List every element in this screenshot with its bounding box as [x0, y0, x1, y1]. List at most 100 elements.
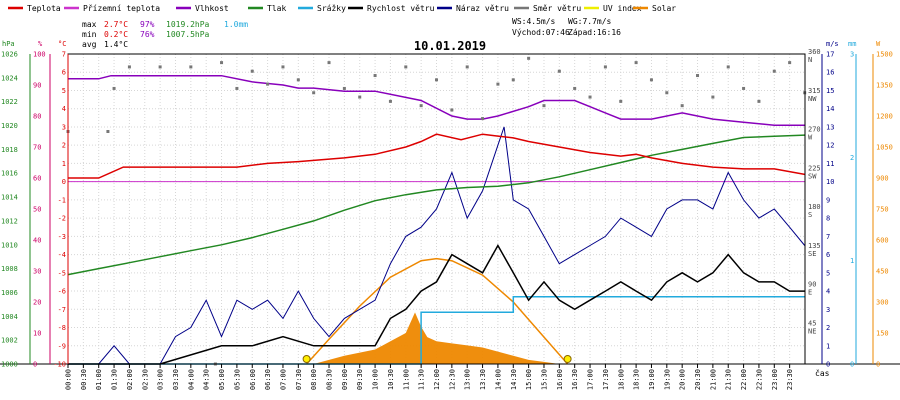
x-tick-label: 04:30: [203, 369, 211, 390]
wind-direction-point: [665, 91, 669, 95]
wind-axis-tick: 8: [826, 215, 830, 223]
pressure-axis-tick: 1024: [1, 74, 18, 82]
stat-min-temp: 0.2°C: [104, 30, 128, 39]
wind-sunset: Západ:16:16: [568, 28, 621, 37]
wind-direction-point: [788, 61, 792, 65]
rain-axis-tick: 3: [850, 51, 854, 59]
wind-axis-tick: 13: [826, 123, 834, 131]
wind-direction-point: [557, 69, 561, 73]
direction-tick-degrees: 45: [808, 319, 816, 327]
wind-axis-tick: 0: [826, 361, 830, 369]
x-tick-label: 14:30: [510, 369, 518, 390]
humidity-line: [68, 74, 805, 127]
wind-direction-point: [189, 65, 193, 69]
stat-avg-label: avg: [82, 40, 97, 49]
wind-direction-point: [342, 86, 346, 90]
wind-direction-point: [511, 78, 515, 82]
rain-axis-tick: 0: [850, 361, 854, 369]
stat-max-rain: 1.0mm: [224, 20, 248, 29]
wind-direction-point: [127, 65, 131, 69]
humidity-axis-tick: 100: [33, 51, 46, 59]
pressure-axis-tick: 1008: [1, 265, 18, 273]
stat-min-press: 1007.5hPa: [166, 30, 210, 39]
wind-direction-point: [312, 91, 316, 95]
wind-axis-tick: 10: [826, 178, 834, 186]
x-tick-label: 01:30: [111, 369, 119, 390]
wind-axis-tick: 6: [826, 251, 830, 259]
temperature-axis-tick: 7: [62, 51, 66, 59]
solar-axis-unit: W: [876, 40, 881, 48]
legend-label: UV index: [603, 4, 642, 13]
wind-direction-point: [106, 130, 110, 133]
wind-direction-point: [435, 78, 438, 82]
wind-axis-tick: 3: [826, 306, 830, 314]
wind-axis-tick: 1: [826, 342, 830, 350]
wind-direction-point: [112, 86, 116, 90]
x-tick-label: 13:00: [464, 369, 472, 390]
temperature-axis-tick: -7: [58, 306, 66, 314]
x-tick-label: 17:00: [587, 369, 595, 390]
pressure-axis-tick: 1000: [1, 361, 18, 369]
pressure-axis-tick: 1026: [1, 51, 18, 59]
pressure-axis-tick: 1020: [1, 122, 18, 130]
wind-axis-tick: 9: [826, 196, 830, 204]
temperature-axis-tick: 6: [62, 69, 66, 77]
wind-direction-point: [603, 65, 607, 69]
rain-axis-unit: mm: [848, 40, 856, 48]
stats-block: max 2.7°C 97% 1019.2hPa 1.0mm min 0.2°C …: [82, 20, 248, 49]
legend-label: Vlhkost: [195, 4, 229, 13]
direction-tick-degrees: 270: [808, 126, 821, 134]
solar-axis-tick: 450: [876, 268, 889, 276]
direction-tick-degrees: 360: [808, 48, 821, 56]
x-tick-label: 16:30: [571, 369, 579, 390]
wind-direction-point: [281, 65, 285, 69]
direction-tick-compass: SE: [808, 250, 816, 258]
pressure-axis-tick: 1004: [1, 313, 18, 321]
direction-tick-degrees: 90: [808, 281, 816, 289]
humidity-axis-tick: 80: [33, 113, 41, 121]
pressure-axis-tick: 1022: [1, 98, 18, 106]
x-tick-label: 10:30: [387, 369, 395, 390]
solar-axis-tick: 1350: [876, 82, 893, 90]
wind-direction-point: [496, 82, 500, 86]
humidity-axis-tick: 60: [33, 175, 41, 183]
temperature-axis-tick: -2: [58, 215, 66, 223]
wind-direction-point: [404, 65, 408, 69]
x-tick-label: 02:00: [126, 369, 134, 390]
x-tick-label: 09:30: [356, 369, 364, 390]
humidity-axis-tick: 20: [33, 299, 41, 307]
x-tick-label: 22:00: [740, 369, 748, 390]
direction-tick-compass: W: [808, 134, 813, 142]
x-tick-label: 11:30: [418, 369, 426, 390]
wind-direction-point: [757, 99, 761, 103]
pressure-axis-tick: 1006: [1, 289, 18, 297]
x-tick-label: 02:30: [141, 369, 149, 390]
humidity-axis-tick: 50: [33, 206, 41, 214]
temperature-axis-tick: 5: [62, 87, 66, 95]
wind-direction-point: [634, 61, 638, 65]
humidity-axis-tick: 70: [33, 144, 41, 152]
solar-line: [306, 257, 569, 365]
wind-direction-point: [742, 86, 746, 90]
wind-direction-point: [696, 74, 700, 78]
solar-axis-tick: 1200: [876, 113, 893, 121]
temperature-axis-tick: 3: [62, 123, 66, 131]
wind-axis-tick: 15: [826, 87, 834, 95]
wind-direction-point: [419, 104, 423, 108]
x-tick-label: 07:30: [295, 369, 303, 390]
humidity-axis-unit: %: [38, 40, 43, 48]
x-tick-label: 07:00: [279, 369, 287, 390]
x-tick-label: 22:30: [755, 369, 763, 390]
x-tick-label: 04:00: [187, 369, 195, 390]
direction-tick-compass: NW: [808, 95, 817, 103]
x-tick-label: 06:00: [249, 369, 257, 390]
wind-direction-point: [481, 117, 485, 121]
x-tick-label: 09:00: [341, 369, 349, 390]
x-tick-label: 10:00: [372, 369, 380, 390]
wind-direction-point: [358, 95, 362, 99]
temperature-axis-tick: -8: [58, 324, 66, 332]
wind-axis-tick: 17: [826, 51, 834, 59]
grid: [67, 53, 805, 365]
solar-area: [313, 312, 560, 364]
